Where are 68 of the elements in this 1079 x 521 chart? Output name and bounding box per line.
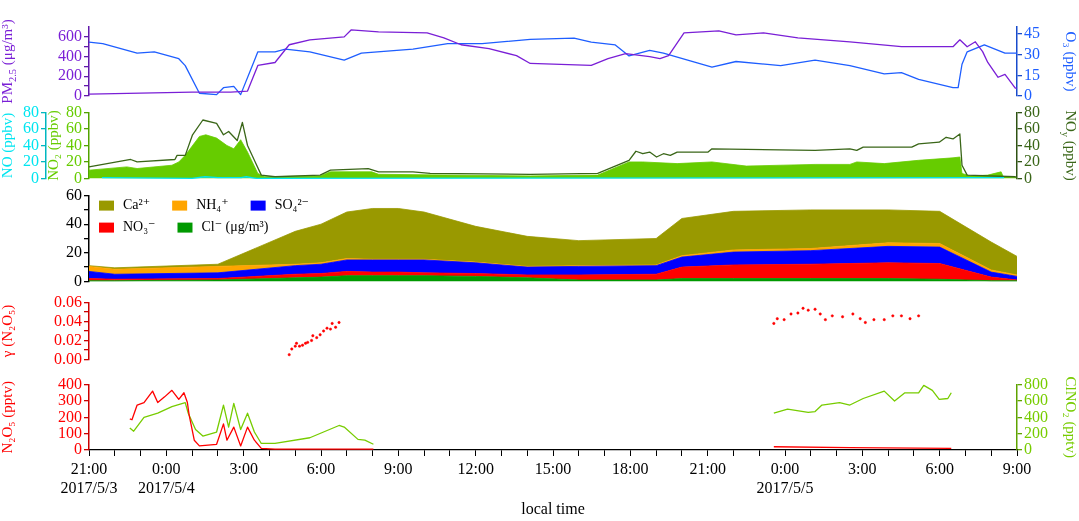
y2-tick-label: 80 — [1024, 102, 1040, 120]
x-tick-label: 6:00 — [306, 459, 336, 477]
y-tick-label: 40 — [66, 214, 82, 232]
y-tick-label: 300 — [58, 391, 82, 409]
y2-tick-label: 40 — [1024, 135, 1040, 153]
y2-tick-label: 45 — [1024, 24, 1040, 42]
legend-label: Ca²⁺ — [123, 197, 151, 213]
y2-tick-label: 0 — [1024, 440, 1032, 458]
x-tick-label: 0:00 2017/5/5 — [756, 459, 814, 496]
legend-label: SO₄²⁻ — [274, 197, 309, 213]
y-tick-label: 400 — [58, 46, 82, 64]
y-tick-label: 20 — [66, 152, 82, 170]
y-tick-label: 0.02 — [54, 330, 82, 348]
y-axis-title: NO (ppbv) — [0, 112, 16, 179]
y-axis-title: γ (N₂O₅) — [0, 304, 16, 359]
y2-tick-label: 30 — [1024, 44, 1040, 62]
y2-tick-label: 0 — [1024, 168, 1032, 186]
y2-axis-title: ClNO₂ (pptv) — [1062, 376, 1079, 459]
y3-tick-label: 20 — [23, 152, 39, 170]
x-tick-label: 9:00 — [384, 459, 413, 477]
y-tick-label: 0.06 — [54, 292, 82, 310]
y3-tick-label: 40 — [23, 135, 39, 153]
legend-label: NH₄⁺ — [196, 197, 229, 213]
y-tick-label: 0.00 — [54, 349, 82, 367]
y2-tick-label: 800 — [1024, 374, 1048, 392]
x-tick-label: 18:00 — [612, 459, 649, 477]
y3-tick-label: 0 — [31, 168, 39, 186]
x-tick-label: 12:00 — [457, 459, 494, 477]
y3-tick-label: 60 — [23, 119, 39, 137]
x-tick-label: 9:00 — [1002, 459, 1032, 477]
y2-tick-label: 400 — [1024, 407, 1048, 425]
y2-tick-label: 15 — [1024, 65, 1040, 83]
y-tick-label: 0 — [74, 168, 82, 186]
y2-tick-label: 600 — [1024, 391, 1048, 409]
y-tick-label: 0.04 — [54, 311, 82, 329]
y3-axis-title: NO₂ (ppbv) — [44, 110, 62, 181]
y-axis-title: PM2.5 (μg/m³) — [0, 19, 18, 104]
x-tick-label: 15:00 — [534, 459, 572, 477]
y-axis-title: N₂O₅ (pptv) — [0, 381, 16, 454]
y-tick-label: 200 — [58, 66, 82, 84]
x-tick-label: 6:00 — [925, 459, 954, 477]
y-tick-label: 200 — [58, 407, 82, 425]
y-tick-label: 0 — [74, 271, 82, 289]
x-tick-label: 21:00 — [689, 459, 726, 477]
y2-axis-title: O₃ (ppbv) — [1062, 31, 1079, 92]
y-tick-label: 40 — [66, 135, 82, 153]
y-tick-label: 400 — [58, 374, 82, 392]
y-tick-label: 60 — [66, 119, 82, 137]
legend-label: Cl⁻ (μg/m³) — [201, 219, 269, 236]
x-tick-label: 3:00 — [848, 459, 877, 477]
y-tick-label: 60 — [66, 185, 82, 203]
y-tick-label: 0 — [74, 440, 82, 458]
x-tick-label: 21:00 2017/5/3 — [60, 459, 118, 496]
legend-label: NO₃⁻ — [123, 219, 156, 235]
y2-tick-label: 200 — [1024, 423, 1048, 441]
y-tick-label: 100 — [58, 423, 82, 441]
y-tick-label: 80 — [66, 102, 82, 120]
y-tick-label: 600 — [58, 27, 82, 45]
y2-tick-label: 0 — [1024, 86, 1032, 104]
y2-axis-title: NOy (ppbv) — [1060, 110, 1079, 181]
x-tick-label: 0:00 2017/5/4 — [137, 459, 195, 496]
y2-tick-label: 60 — [1024, 119, 1040, 137]
y-tick-label: 20 — [66, 243, 82, 260]
y-tick-label: 0 — [74, 86, 82, 104]
y2-tick-label: 20 — [1024, 152, 1040, 170]
x-tick-label: 3:00 — [229, 459, 258, 477]
y3-tick-label: 80 — [23, 102, 39, 120]
x-axis-title: local time — [521, 499, 585, 517]
